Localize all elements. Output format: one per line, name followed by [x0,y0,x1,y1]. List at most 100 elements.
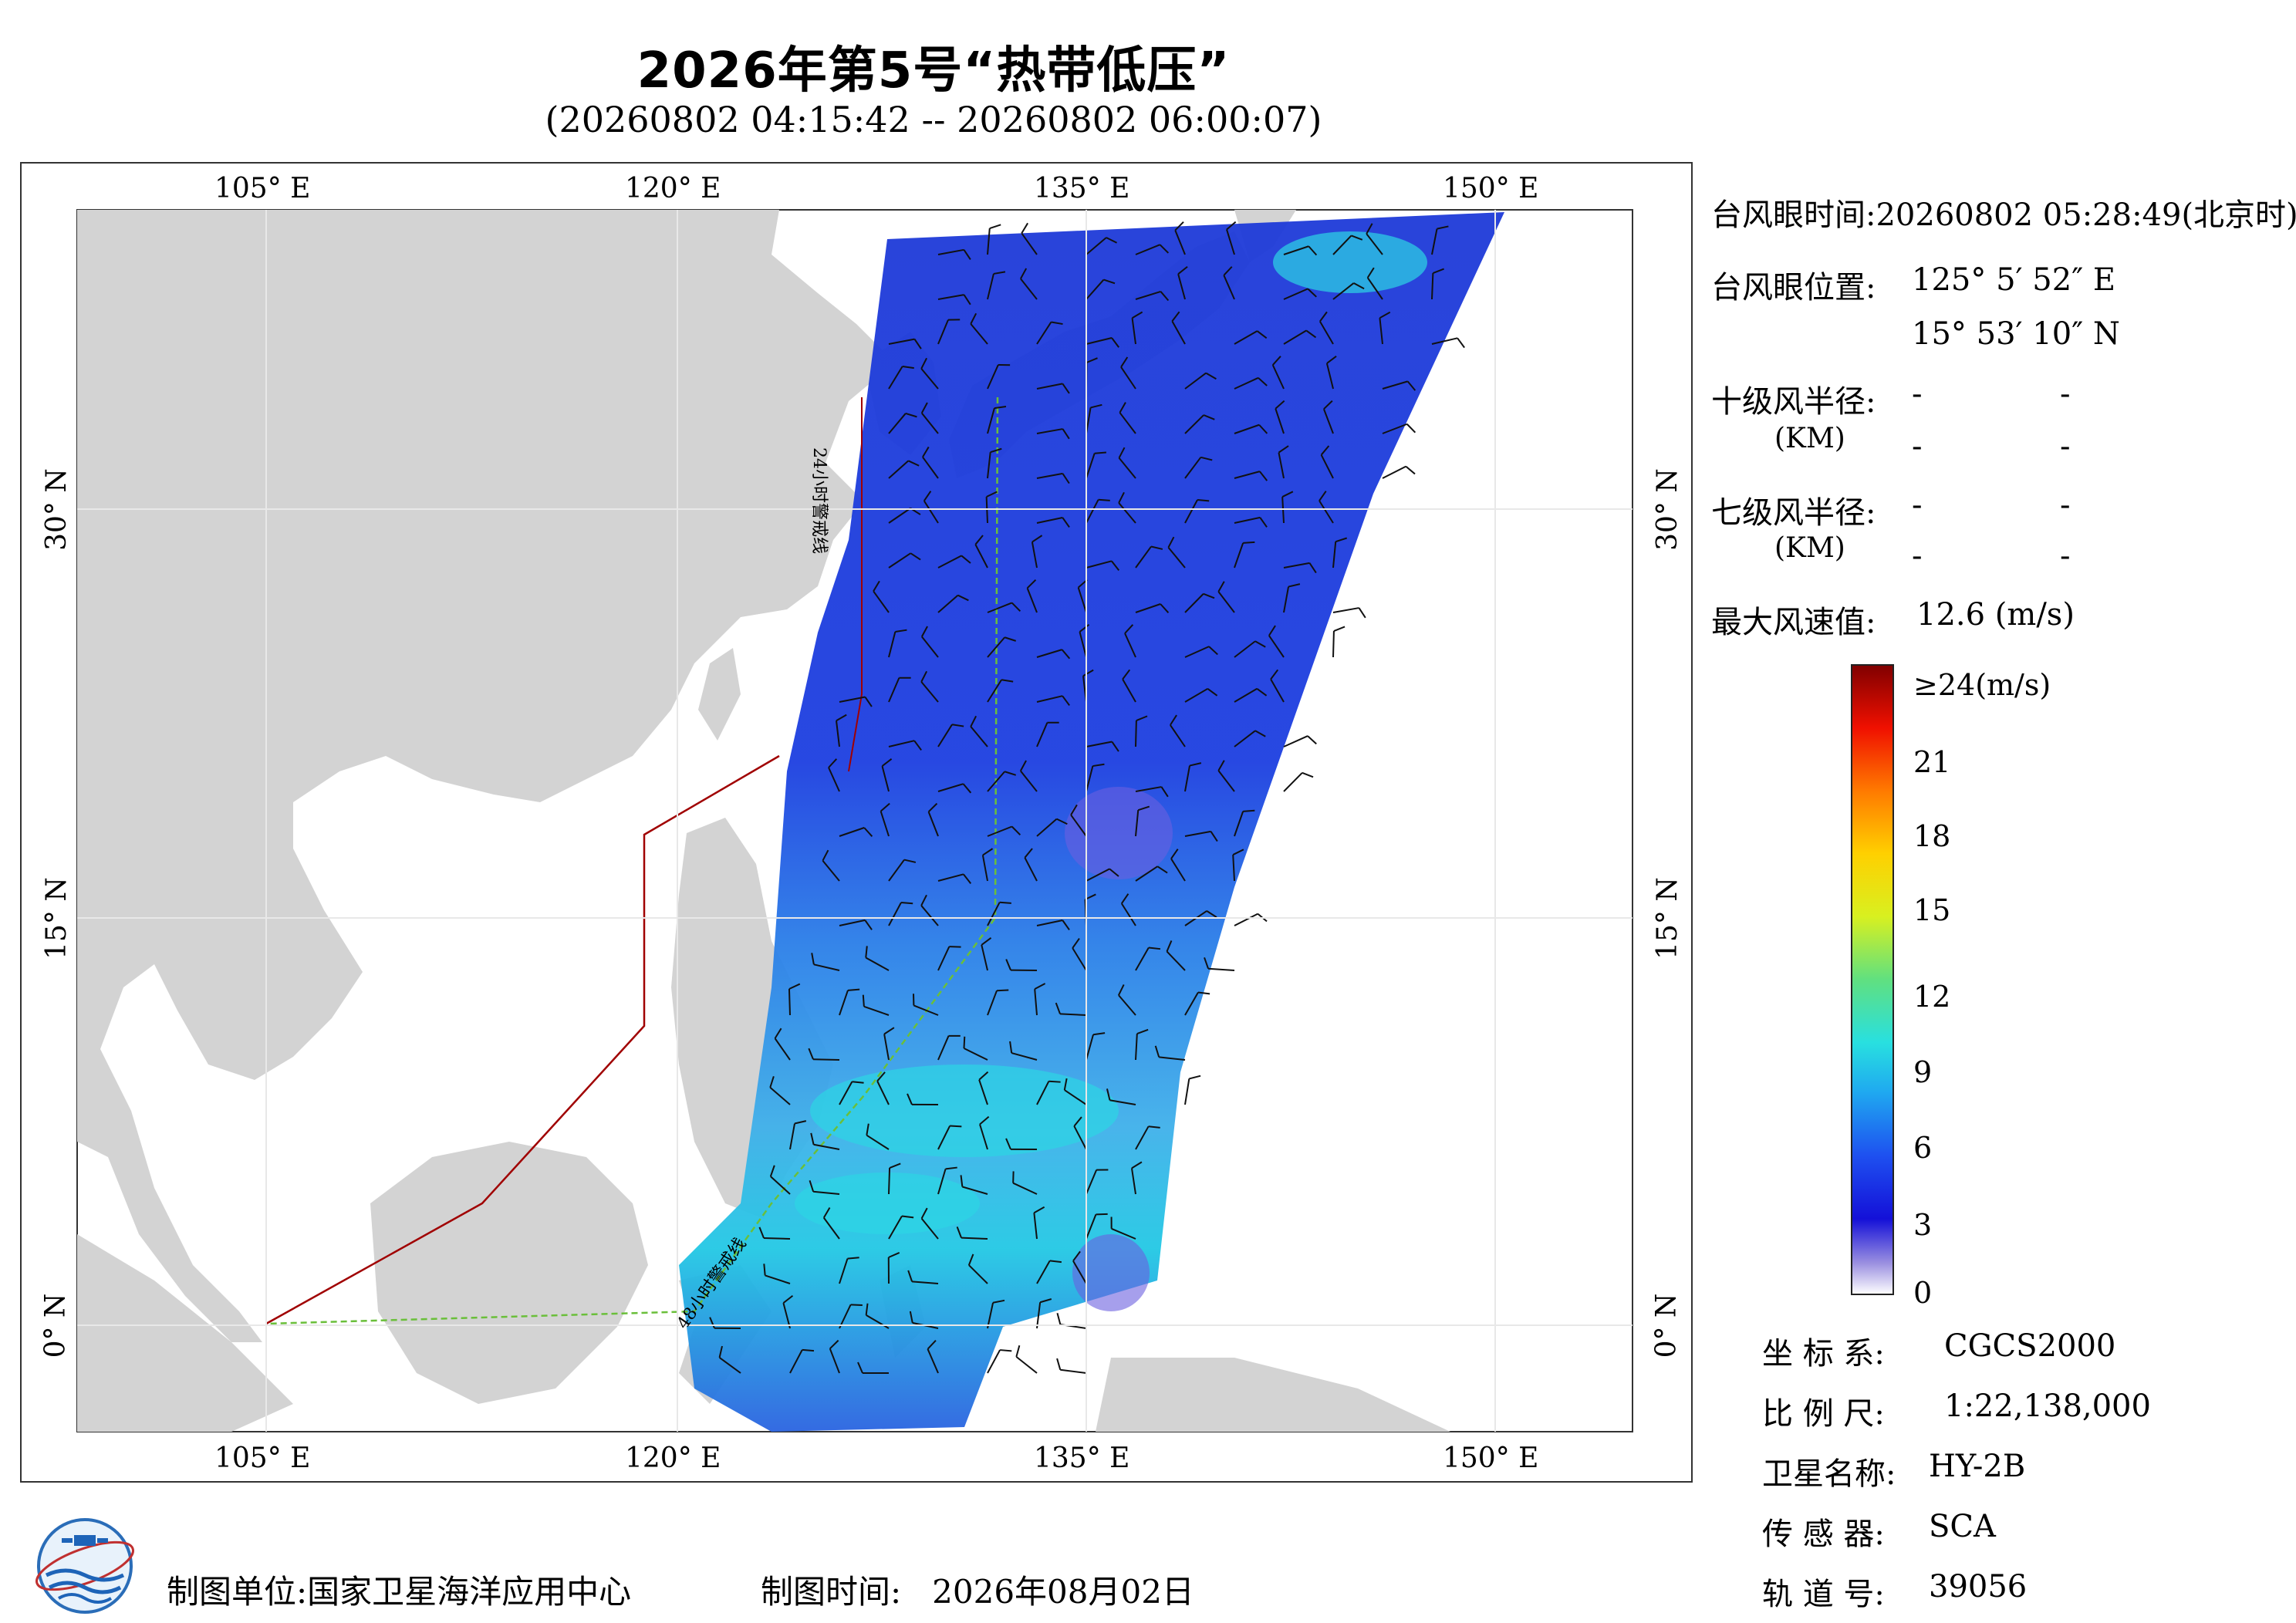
footer-org: 制图单位:国家卫星海洋应用中心 [167,1566,631,1613]
wind-barb [1366,267,1383,300]
wind-barb [828,758,840,792]
wind-barb [937,783,972,794]
wind-barb [865,1303,890,1329]
lat-tick-right-30: 30° N [1651,468,1683,551]
wind-barb [1379,311,1391,345]
map-subtitle: (20260802 04:15:42 -- 20260802 06:00:07) [545,99,1322,140]
colorbar-tick-0: 0 [1913,1276,1933,1310]
wind-barb [1063,1078,1087,1105]
wind-barb [1325,356,1337,390]
wind-barb [1031,535,1043,569]
wind-barb [1086,1213,1108,1240]
wind-barb [1275,400,1285,434]
wind-barb [1382,423,1416,434]
wind-barb [857,1361,890,1374]
wind-barb [888,365,914,390]
wind-barb [937,1166,957,1195]
wind-barb [1019,760,1038,792]
wind-barb [1020,268,1038,300]
wind-barb [1204,957,1235,971]
r10-dash-2: - [2060,376,2071,412]
wind-barb [1036,818,1068,837]
wind-barb [1135,290,1170,302]
eye-lon: 125° 5′ 52″ E [1912,262,2116,298]
wind-barb [1120,356,1136,390]
footer-org-label: 制图单位: [167,1573,308,1611]
wind-barb [1079,623,1090,658]
wind-barb [1135,946,1161,971]
colorbar-tick-3: 3 [1913,1208,1933,1242]
wind-barb [987,825,1021,837]
colorbar-top-label: ≥24(m/s) [1913,668,2051,702]
wind-barb [1131,311,1143,345]
graticule [77,210,1633,1432]
wind-barb [1024,848,1038,882]
r10-km-label: (KM) [1774,423,1845,454]
wind-barb [922,446,939,479]
wind-barb [937,1125,962,1150]
wind-barb [927,1340,939,1374]
wind-barb [1130,1161,1143,1195]
wind-barb [1124,624,1136,658]
wind-barb [836,714,847,747]
lat-tick-left-30: 30° N [40,468,73,551]
wind-barb [1184,687,1218,703]
wind-barb [1034,983,1046,1016]
wind-barb [1171,311,1186,345]
wind-barb [1072,1250,1087,1284]
wind-barb [987,1299,1005,1329]
wind-barb [1234,640,1266,658]
wind-barb [1036,649,1071,660]
footer-date-value: 2026年08月02日 [932,1573,1194,1611]
wind-barb [1174,221,1186,255]
wind-barb [987,447,1002,479]
wind-barb [1135,603,1170,613]
wind-barb [1431,337,1465,349]
r7-dash-1: - [1912,488,1923,523]
wind-barb [1086,1169,1109,1195]
wind-barb [782,1294,794,1329]
wind-barb [887,1251,900,1284]
wind-barb [1234,330,1268,345]
colorbar-tick-6: 6 [1913,1131,1933,1165]
wind-barb [1036,721,1059,747]
wind-barb [1234,516,1268,528]
wind-barb [866,1123,890,1150]
wind-barb [1170,849,1186,882]
wind-barb [1135,786,1169,798]
orbit-label: 轨 道 号: [1762,1577,1885,1612]
wind-barb [1271,356,1285,390]
wind-barb [1270,669,1285,703]
wind-barb [1184,372,1217,390]
wind-barb [1283,735,1317,747]
r10-label: 十级风半径: [1711,384,1876,420]
wind-barb [789,1348,815,1374]
wind-barb [1110,1216,1136,1240]
wind-barb [862,994,890,1016]
wind-barb [1226,221,1237,255]
wind-barb [1319,311,1334,345]
wind-barb [1036,472,1070,484]
wind-barb [987,224,1001,255]
wind-barb [1086,498,1110,524]
colorbar-tick-9: 9 [1913,1055,1933,1089]
wind-barb [888,460,920,479]
wind-barb [888,677,911,703]
wind-barb [1382,380,1416,391]
wind-barb [789,1120,807,1150]
wind-barb [1015,1345,1038,1374]
wind-barb [1135,545,1163,569]
wind-barb [1217,581,1235,613]
wind-barb [888,338,922,349]
wind-barb [987,1349,1012,1374]
wind-barb [927,802,939,837]
wind-barb [1135,1028,1149,1061]
wind-barb [937,294,971,305]
wind-barb [1073,1116,1087,1150]
wind-barb [1268,625,1285,658]
nsoas-logo [35,1518,134,1614]
eye-time-value: 20260802 05:28:49(北京时) [1876,197,2296,233]
wind-barb [1135,715,1148,747]
wind-barb [1234,471,1268,481]
